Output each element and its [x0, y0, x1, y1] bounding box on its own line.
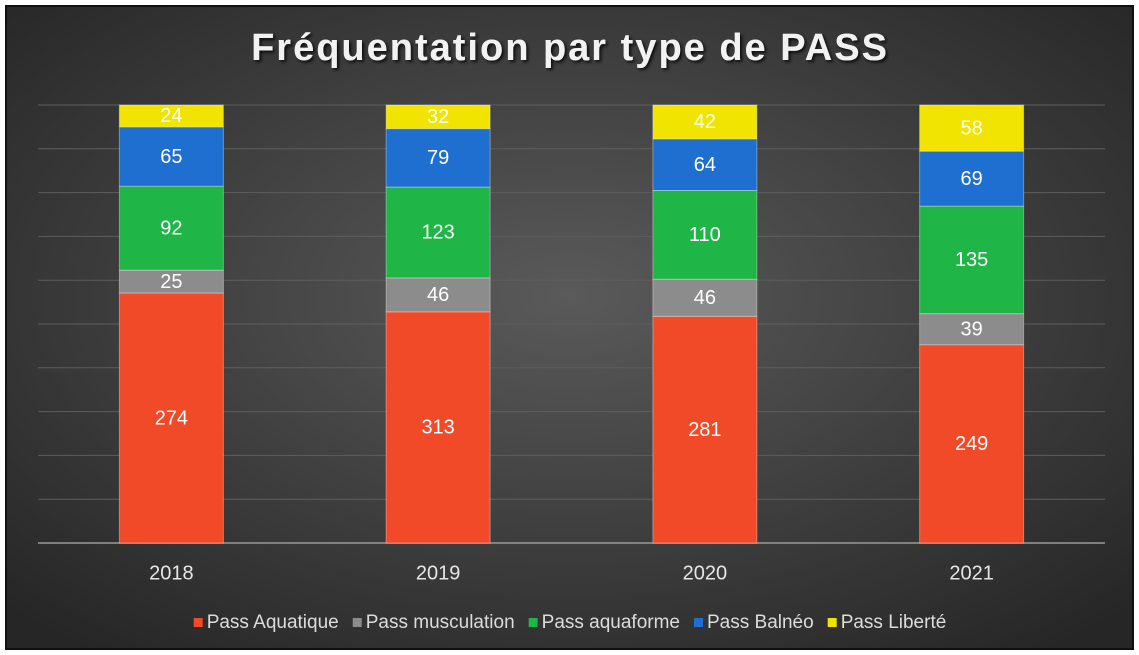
x-tick-label: 2018	[149, 562, 194, 584]
data-label: 123	[421, 222, 454, 244]
bar-segment	[919, 205, 1025, 315]
bar-segment	[118, 185, 224, 271]
data-label: 249	[955, 433, 988, 455]
legend-label: Pass Liberté	[841, 612, 947, 633]
legend-label: Pass Aquatique	[207, 612, 339, 633]
data-label: 46	[694, 287, 716, 309]
bar-segment	[652, 278, 758, 317]
bar-segment	[385, 277, 491, 313]
x-tick-label: 2020	[683, 562, 728, 584]
bar-segment	[118, 104, 224, 128]
data-label: 79	[427, 147, 449, 169]
data-label: 92	[160, 217, 182, 239]
legend-marker	[193, 618, 203, 627]
legend-marker	[352, 618, 362, 627]
data-label: 274	[155, 407, 188, 429]
bar-segment	[919, 344, 1025, 544]
data-label: 69	[961, 168, 983, 190]
bar-segment	[919, 150, 1025, 207]
data-label: 32	[427, 106, 449, 128]
data-label: 110	[689, 224, 721, 246]
legend-label: Pass musculation	[366, 612, 515, 633]
x-tick-label: 2019	[416, 562, 461, 584]
data-label: 42	[694, 111, 716, 133]
bar-segment	[652, 315, 758, 544]
data-label: 135	[955, 249, 988, 271]
data-label: 58	[961, 117, 983, 139]
chart-title: Fréquentation par type de PASS	[251, 27, 889, 69]
legend-label: Pass Balnéo	[707, 612, 814, 633]
bar-segment	[385, 311, 491, 544]
data-label: 25	[160, 271, 182, 293]
data-label: 65	[160, 146, 182, 168]
data-label: 64	[694, 154, 716, 176]
bar-segment	[385, 104, 491, 130]
data-label: 281	[688, 419, 721, 441]
legend-marker	[528, 618, 538, 627]
legend-marker	[694, 618, 703, 627]
bar-segment	[919, 313, 1025, 346]
bar-segment	[118, 126, 224, 187]
bar-segment	[652, 138, 758, 192]
x-tick-label: 2021	[949, 562, 994, 584]
bar-segment	[118, 292, 224, 544]
bar-segment	[919, 104, 1025, 152]
bar-segment	[118, 269, 224, 294]
bar-segment	[652, 190, 758, 280]
legend-label: Pass aquaforme	[542, 612, 680, 633]
legend-marker	[827, 618, 837, 627]
bar-segment	[385, 128, 491, 188]
bar-segment	[652, 104, 758, 140]
data-label: 313	[421, 417, 454, 439]
data-label: 46	[427, 284, 449, 306]
data-label: 39	[961, 318, 983, 340]
data-label: 24	[160, 105, 182, 127]
